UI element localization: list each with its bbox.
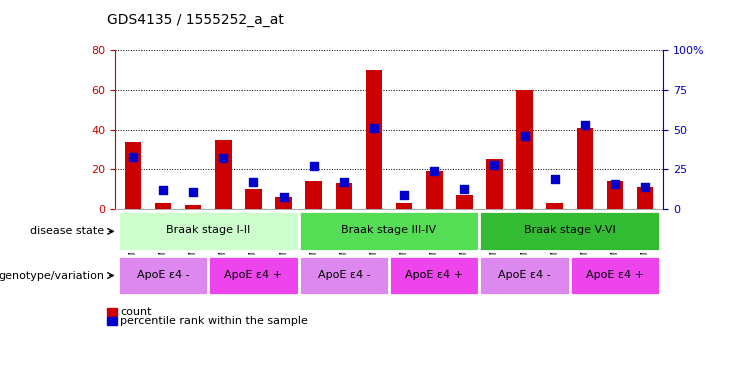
Bar	[185, 205, 202, 209]
Point	[519, 133, 531, 139]
Point	[368, 125, 380, 131]
Bar	[299, 256, 389, 295]
Bar	[215, 139, 232, 209]
Bar	[570, 256, 660, 295]
Text: ApoE ε4 +: ApoE ε4 +	[405, 270, 463, 280]
Point	[398, 192, 410, 198]
Point	[428, 168, 440, 174]
Point	[278, 194, 290, 200]
Text: ApoE ε4 +: ApoE ε4 +	[225, 270, 282, 280]
Bar	[208, 256, 299, 295]
Bar	[336, 184, 352, 209]
Point	[308, 163, 319, 169]
Point	[127, 154, 139, 160]
Point	[579, 122, 591, 128]
Text: ApoE ε4 -: ApoE ε4 -	[137, 270, 190, 280]
Text: ApoE ε4 -: ApoE ε4 -	[498, 270, 551, 280]
Point	[639, 184, 651, 190]
Bar	[396, 203, 413, 209]
Text: Braak stage I-II: Braak stage I-II	[166, 225, 250, 235]
Bar	[426, 171, 442, 209]
Point	[488, 162, 500, 168]
Bar	[479, 212, 660, 251]
Point	[217, 155, 229, 161]
Bar	[389, 256, 479, 295]
Bar	[546, 203, 563, 209]
Bar	[486, 159, 502, 209]
Point	[609, 181, 621, 187]
Text: Braak stage III-IV: Braak stage III-IV	[342, 225, 436, 235]
Bar	[118, 256, 208, 295]
Bar	[516, 90, 533, 209]
Bar	[576, 127, 593, 209]
Text: disease state: disease state	[30, 226, 104, 237]
Bar	[124, 142, 142, 209]
Text: count: count	[120, 307, 152, 317]
Point	[247, 179, 259, 185]
Text: genotype/variation: genotype/variation	[0, 270, 104, 281]
Point	[459, 185, 471, 192]
Bar	[299, 212, 479, 251]
Bar	[118, 212, 299, 251]
Point	[338, 179, 350, 185]
Text: GDS4135 / 1555252_a_at: GDS4135 / 1555252_a_at	[107, 13, 285, 27]
Text: ApoE ε4 +: ApoE ε4 +	[586, 270, 644, 280]
Text: Braak stage V-VI: Braak stage V-VI	[524, 225, 616, 235]
Text: percentile rank within the sample: percentile rank within the sample	[120, 316, 308, 326]
Bar	[305, 181, 322, 209]
Bar	[276, 197, 292, 209]
Bar	[155, 203, 171, 209]
Bar	[637, 187, 654, 209]
Bar	[365, 70, 382, 209]
Bar	[456, 195, 473, 209]
Point	[549, 176, 561, 182]
Bar	[607, 181, 623, 209]
Bar	[245, 189, 262, 209]
Bar	[479, 256, 570, 295]
Point	[157, 187, 169, 193]
Text: ApoE ε4 -: ApoE ε4 -	[318, 270, 370, 280]
Point	[187, 189, 199, 195]
